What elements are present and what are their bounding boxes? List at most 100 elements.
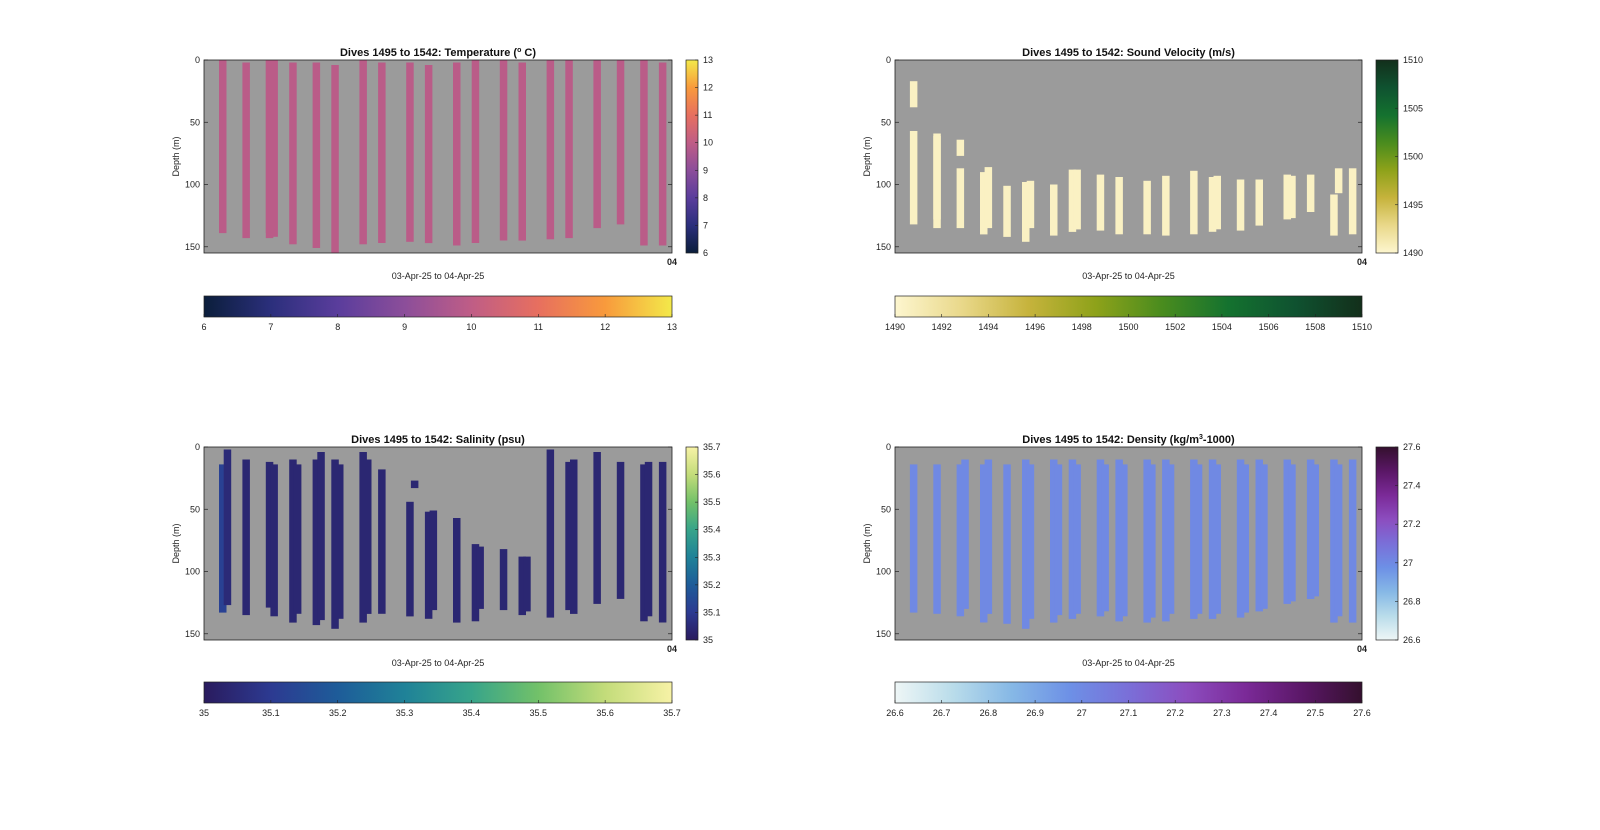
profile-bar [1213,175,1221,230]
profile-bar [242,62,250,239]
profile-bar [1003,464,1011,624]
colorbar-horizontal [894,295,1363,318]
profile-bar [1255,459,1263,612]
profile-bar [289,459,297,623]
colorbar-tick-label: 27.6 [1353,708,1371,718]
chart-title: Dives 1495 to 1542: Temperature (o C) [340,47,536,59]
profile-bar [1096,459,1105,617]
colorbar-tick-label: 1504 [1212,322,1232,332]
colorbar-tick-label: 35.1 [262,708,280,718]
profile-bar [570,459,578,614]
colorbar-tick-label: 7 [268,322,273,332]
profile-bar [546,60,555,240]
x-axis-label: 03-Apr-25 to 04-Apr-25 [1082,658,1175,668]
profile-bar [429,510,438,611]
profile-bar [658,62,667,246]
axes-border [894,446,1363,641]
profile-bar [1288,464,1296,602]
profile-bar [293,464,302,614]
profile-bar [1283,174,1291,220]
profile-bar [593,60,601,229]
profile-bar [1330,459,1338,623]
x-axis-label: 03-Apr-25 to 04-Apr-25 [392,271,485,281]
profile-bar [1115,459,1123,622]
profile-bar [1054,464,1063,616]
colorbar-tick-label: 35.2 [703,580,721,590]
profile-bar [909,464,918,613]
title-end: C) [521,47,536,59]
colorbar-tick-label: 9 [402,322,407,332]
colorbar-tick-label: 1496 [1025,322,1045,332]
y-tick-label: 50 [190,504,200,514]
y-axis-label: Depth (m) [171,523,181,563]
colorbar-tick-label: 26.6 [1403,635,1421,645]
colorbar-vertical [1375,446,1399,641]
profile-bar [980,464,988,623]
colorbar-tick-label: 11 [534,322,543,332]
colorbar-tick-label: 1502 [1165,322,1185,332]
profile-bar [1334,168,1343,194]
profile-bar [1050,184,1058,236]
colorbar-tick-label: 35.6 [703,470,721,480]
y-tick-label: 150 [185,242,200,252]
profile-bar [219,464,227,613]
chart-title: Dives 1495 to 1542: Density (kg/m3-1000) [1022,434,1235,446]
colorbar-horizontal [894,681,1363,704]
profile-bar [410,480,419,489]
colorbar-horizontal [203,681,673,704]
profile-bar [1073,169,1081,230]
profile-bar [1255,179,1263,226]
y-tick-label: 0 [195,442,200,452]
colorbar-tick-label: 27.3 [1213,708,1231,718]
profile-bar [1283,459,1291,604]
profile-bar [1068,459,1077,619]
y-tick-label: 100 [185,180,200,190]
profile-bar [1068,169,1077,232]
profile-bar [1115,177,1123,235]
colorbar-tick-label: 11 [703,110,712,120]
profile-bar [1241,464,1249,613]
colorbar-tick-label: 1492 [932,322,952,332]
profile-bar [1306,174,1315,212]
panel-2: Dives 1495 to 1542: Sound Velocity (m/s)… [862,47,1423,332]
colorbar-tick-label: 1510 [1403,55,1423,65]
profile-bar [980,172,988,235]
profile-bar [1348,168,1357,235]
colorbar-tick-label: 1498 [1072,322,1092,332]
profile-bar [1213,464,1221,614]
profile-bar [1208,177,1217,232]
y-tick-label: 100 [876,567,891,577]
profile-bar [984,459,993,614]
profile-bar [518,556,526,616]
colorbar-tick-label: 35.5 [703,497,721,507]
profile-bar [1162,175,1170,236]
profile-bar [1348,459,1357,623]
y-tick-label: 0 [195,55,200,65]
y-axis-label: Depth (m) [171,136,181,176]
profile-bar [1022,459,1030,629]
profile-bar [640,464,648,622]
colorbar-tick-label: 35.4 [463,708,481,718]
colorbar-tick-label: 27.4 [1260,708,1278,718]
profile-bar [1148,464,1156,618]
profile-bar [270,464,278,617]
profile-bar [424,65,433,244]
profile-bar [1101,464,1109,612]
y-tick-label: 50 [881,504,891,514]
title-main: Dives 1495 to 1542: Temperature ( [340,47,517,59]
profile-bar [1120,464,1128,617]
panel-4: Dives 1495 to 1542: Density (kg/m3-1000)… [862,434,1421,718]
colorbar-tick-label: 26.6 [886,708,904,718]
colorbar-tick-label: 26.8 [980,708,998,718]
profile-bar [331,459,339,629]
profile-bar [1050,459,1058,623]
axes-border [203,59,673,254]
y-tick-label: 50 [190,117,200,127]
colorbar-tick-label: 1510 [1352,322,1372,332]
colorbar-tick-label: 1500 [1403,152,1423,162]
colorbar-tick-label: 1490 [885,322,905,332]
profile-bar [265,461,274,608]
title-main: Dives 1495 to 1542: Salinity (psu) [351,434,525,446]
profile-bar [312,459,321,626]
colorbar-tick-label: 26.9 [1026,708,1044,718]
